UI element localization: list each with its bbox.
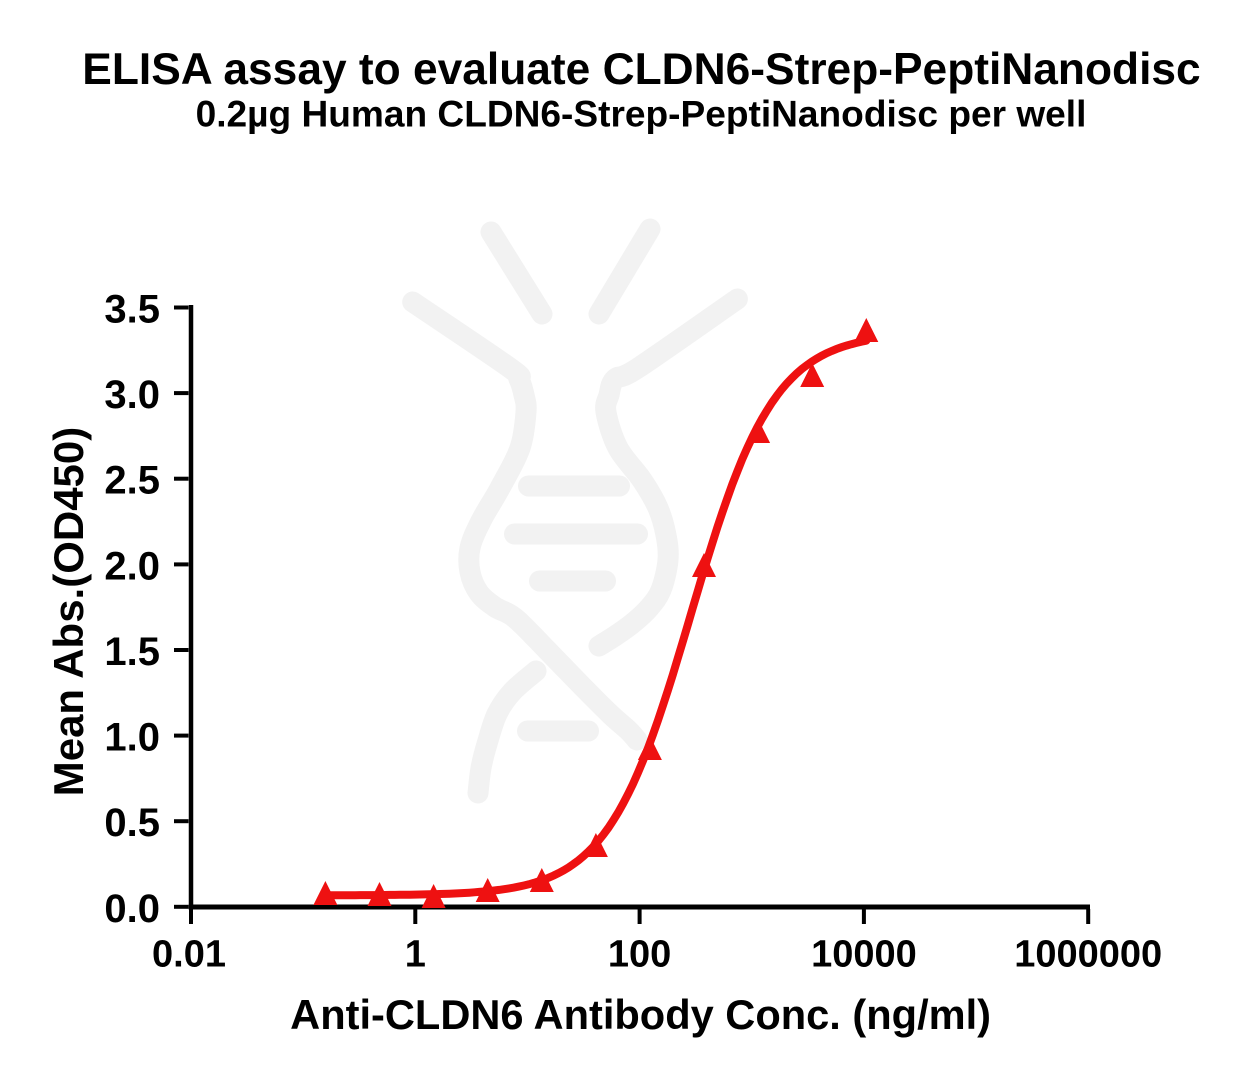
- svg-text:Mean Abs.(OD450): Mean Abs.(OD450): [45, 427, 92, 797]
- svg-text:1.0: 1.0: [104, 716, 160, 760]
- svg-text:Anti-CLDN6 Antibody Conc. (ng/: Anti-CLDN6 Antibody Conc. (ng/ml): [290, 991, 991, 1038]
- svg-text:1000000: 1000000: [1014, 934, 1162, 976]
- svg-text:2.0: 2.0: [104, 544, 160, 588]
- svg-text:100: 100: [608, 934, 671, 976]
- svg-text:0.5: 0.5: [104, 801, 160, 845]
- svg-text:0.01: 0.01: [152, 934, 226, 976]
- svg-text:1.5: 1.5: [104, 630, 160, 674]
- svg-text:0.0: 0.0: [104, 887, 160, 931]
- svg-text:1: 1: [405, 934, 426, 976]
- svg-text:3.5: 3.5: [104, 288, 160, 332]
- svg-text:3.0: 3.0: [104, 373, 160, 417]
- svg-text:2.5: 2.5: [104, 459, 160, 503]
- svg-text:10000: 10000: [811, 934, 917, 976]
- svg-text:0.2µg Human CLDN6-Strep-PeptiN: 0.2µg Human CLDN6-Strep-PeptiNanodisc pe…: [196, 93, 1087, 135]
- svg-text:ELISA assay to evaluate CLDN6-: ELISA assay to evaluate CLDN6-Strep-Pept…: [82, 45, 1200, 94]
